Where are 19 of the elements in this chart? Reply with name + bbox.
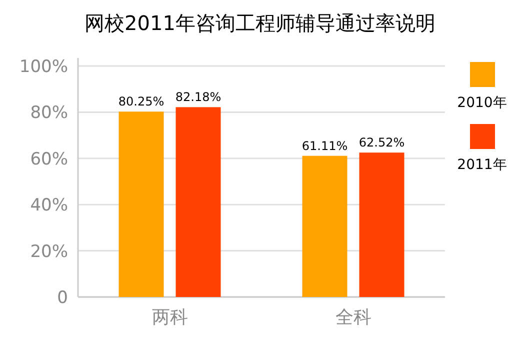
legend-label: 2010年 xyxy=(457,95,507,111)
x-tick-label: 两科 xyxy=(152,307,188,328)
chart-title: 网校2011年咨询工程师辅导通过率说明 xyxy=(84,11,436,35)
bar xyxy=(302,156,348,297)
bar xyxy=(176,107,221,297)
data-label: 61.11% xyxy=(302,138,348,153)
bar xyxy=(118,112,164,297)
x-tick-label: 全科 xyxy=(335,307,372,328)
y-tick-label: 100% xyxy=(19,57,68,77)
y-tick-label: 0 xyxy=(57,288,68,308)
data-label: 80.25% xyxy=(118,94,164,109)
bar xyxy=(359,152,404,297)
data-label: 82.18% xyxy=(175,90,222,104)
y-tick-label: 20% xyxy=(30,242,68,262)
y-tick-label: 80% xyxy=(30,103,68,124)
legend-label: 2011年 xyxy=(457,157,507,173)
y-tick-label: 60% xyxy=(30,149,68,170)
y-tick-label: 40% xyxy=(30,196,68,216)
data-label: 62.52% xyxy=(358,136,405,150)
